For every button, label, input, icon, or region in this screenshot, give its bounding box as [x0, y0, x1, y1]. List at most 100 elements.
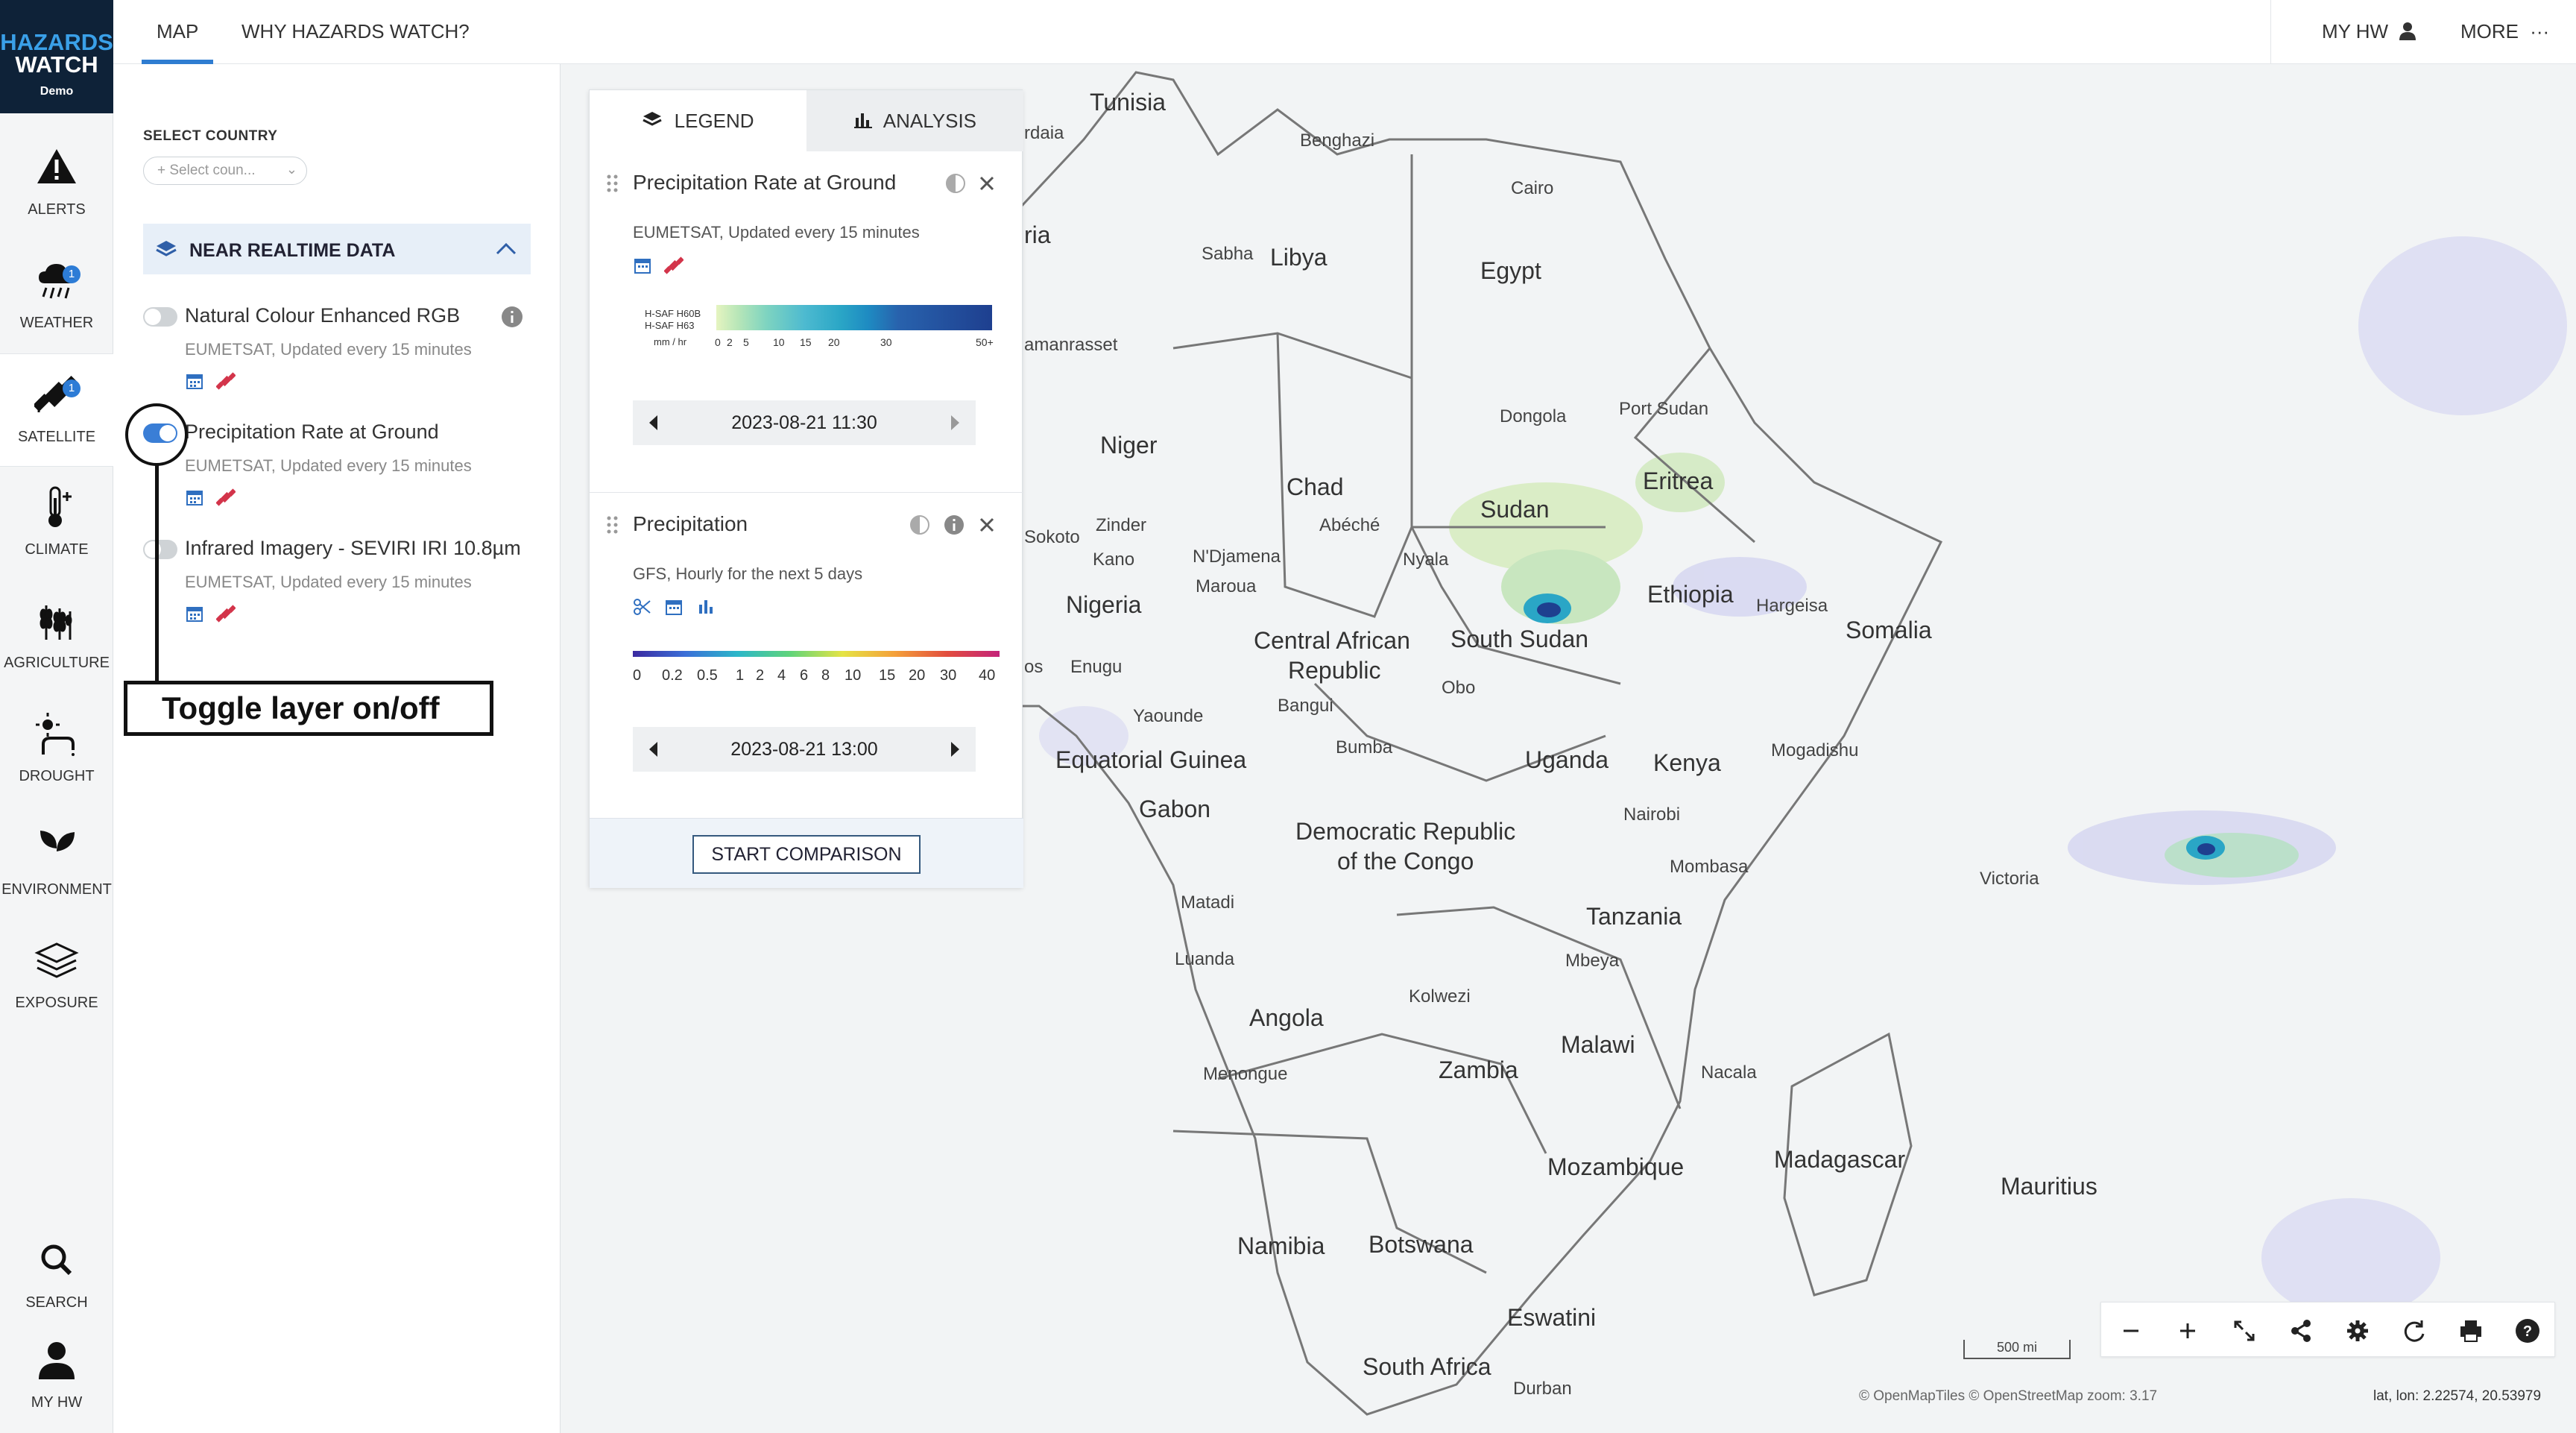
opacity-icon[interactable] [944, 172, 967, 195]
layer-toggle[interactable] [143, 307, 177, 327]
calendar-icon[interactable] [633, 256, 652, 275]
bar-chart-icon[interactable] [696, 597, 716, 617]
map-label: Nyala [1403, 549, 1449, 570]
tab-analysis[interactable]: ANALYSIS [806, 90, 1023, 151]
map-label: Niger [1100, 432, 1158, 459]
tab-map[interactable]: MAP [141, 0, 214, 64]
wheat-icon [40, 605, 72, 640]
info-icon[interactable] [943, 514, 965, 536]
map-label: Sokoto [1024, 527, 1080, 547]
map-label: Eritrea [1643, 467, 1714, 494]
map-label: Benghazi [1300, 130, 1375, 151]
section-header-near-realtime[interactable]: NEAR REALTIME DATA [143, 224, 531, 274]
layer-source: EUMETSAT, Updated every 15 minutes [185, 456, 472, 475]
legend-card-precip-rate: Precipitation Rate at Ground EUMETSAT, U… [590, 151, 1023, 493]
callout-line [155, 465, 159, 683]
rail-label: WEATHER [19, 315, 94, 331]
date-stepper: 2023-08-21 11:30 [633, 400, 976, 445]
layer-actions [185, 604, 237, 626]
leaf-icon [40, 831, 75, 866]
map-label: Kano [1093, 549, 1135, 570]
map-label: Chad [1287, 473, 1344, 500]
close-icon[interactable] [977, 174, 997, 193]
tab-why[interactable]: WHY HAZARDS WATCH? [242, 20, 470, 42]
map-attribution: © OpenMapTiles © OpenStreetMap zoom: 3.1… [1859, 1388, 2158, 1404]
rail-satellite[interactable]: 1 SATELLITE [0, 353, 113, 467]
rail-exposure[interactable]: EXPOSURE [0, 920, 113, 1033]
share-icon[interactable] [2286, 1316, 2316, 1346]
brand-line3: Demo [40, 85, 74, 98]
rail-label: SEARCH [25, 1294, 88, 1311]
rail-label: CLIMATE [25, 541, 89, 558]
chevron-up-icon[interactable] [495, 242, 517, 256]
calendar-icon[interactable] [185, 488, 204, 507]
rail-climate[interactable]: CLIMATE [0, 467, 113, 580]
satellite-red-icon[interactable] [215, 371, 237, 391]
calendar-icon[interactable] [185, 604, 204, 623]
satellite-badge: 1 [63, 379, 80, 397]
thermometer-icon [48, 486, 72, 527]
scale-tick: 10 [845, 667, 862, 684]
scissors-icon[interactable] [633, 597, 652, 617]
rail-label: AGRICULTURE [4, 655, 110, 671]
rail-weather[interactable]: 1 WEATHER [0, 240, 113, 353]
icon-rail: HAZARDS WATCH Demo ALERTS 1 WEATHER 1 SA… [0, 0, 113, 1433]
satellite-red-icon[interactable] [663, 256, 685, 275]
myhw-menu[interactable]: MY HW [2322, 0, 2417, 63]
tab-legend[interactable]: LEGEND [590, 90, 806, 151]
rail-environment[interactable]: ENVIRONMENT [0, 807, 113, 920]
rail-myhw[interactable]: MY HW [0, 1320, 113, 1433]
layer-toggle[interactable] [143, 540, 177, 559]
map-label: South Sudan [1450, 626, 1589, 652]
rail-search[interactable]: SEARCH [0, 1220, 113, 1333]
map-label: Libya [1270, 244, 1328, 271]
map-label: rdaia [1024, 123, 1064, 143]
rail-drought[interactable]: DROUGHT [0, 693, 113, 807]
country-select[interactable]: + Select coun... ⌄ [143, 157, 307, 185]
calendar-icon[interactable] [185, 371, 204, 391]
legend-layer-source: GFS, Hourly for the next 5 days [633, 564, 863, 583]
scale-tick: 0 [715, 336, 721, 348]
map-label: Sabha [1202, 244, 1254, 264]
map-label: Luanda [1175, 949, 1235, 969]
map-label: N'Djamena [1193, 547, 1281, 567]
map-label: Obo [1442, 678, 1476, 698]
prev-arrow-icon[interactable] [646, 414, 661, 432]
map-label: Cairo [1511, 178, 1554, 198]
rail-agriculture[interactable]: AGRICULTURE [0, 580, 113, 693]
scale-tick: 4 [777, 667, 786, 684]
map-label: Angola [1249, 1004, 1324, 1031]
refresh-icon[interactable] [2399, 1316, 2429, 1346]
scale-tick: 0.2 [662, 667, 683, 684]
info-icon[interactable] [501, 306, 523, 328]
satellite-red-icon[interactable] [215, 604, 237, 623]
print-icon[interactable] [2456, 1316, 2486, 1346]
fullscreen-icon[interactable] [2229, 1316, 2259, 1346]
scale-label: H-SAF H63 [645, 320, 695, 331]
map-label: Mozambique [1547, 1153, 1685, 1180]
prev-arrow-icon[interactable] [646, 740, 661, 758]
map-label: Gabon [1139, 796, 1211, 822]
calendar-icon[interactable] [664, 597, 684, 617]
brand-logo[interactable]: HAZARDS WATCH Demo [0, 0, 113, 113]
legend-card-precipitation: Precipitation GFS, Hourly for the next 5… [590, 493, 1023, 818]
more-menu[interactable]: MORE ··· [2460, 0, 2549, 63]
zoom-out-icon[interactable] [2116, 1316, 2146, 1346]
start-comparison-button[interactable]: START COMPARISON [692, 835, 921, 874]
next-arrow-icon[interactable] [947, 740, 962, 758]
satellite-red-icon[interactable] [215, 488, 237, 507]
help-icon[interactable]: ? [2513, 1316, 2542, 1346]
zoom-in-icon[interactable] [2173, 1316, 2203, 1346]
opacity-icon[interactable] [909, 514, 931, 536]
map-label: Nacala [1701, 1062, 1757, 1083]
drag-handle-icon[interactable] [606, 174, 619, 196]
map-label: Somalia [1846, 617, 1932, 643]
close-icon[interactable] [977, 515, 997, 535]
rail-alerts[interactable]: ALERTS [0, 127, 113, 240]
legend-tabs: LEGEND ANALYSIS [590, 90, 1023, 151]
map-label: South Africa [1363, 1353, 1491, 1380]
gear-icon[interactable] [2343, 1316, 2373, 1346]
next-arrow-icon[interactable] [947, 414, 962, 432]
layers-icon [643, 112, 663, 126]
drag-handle-icon[interactable] [606, 515, 619, 538]
